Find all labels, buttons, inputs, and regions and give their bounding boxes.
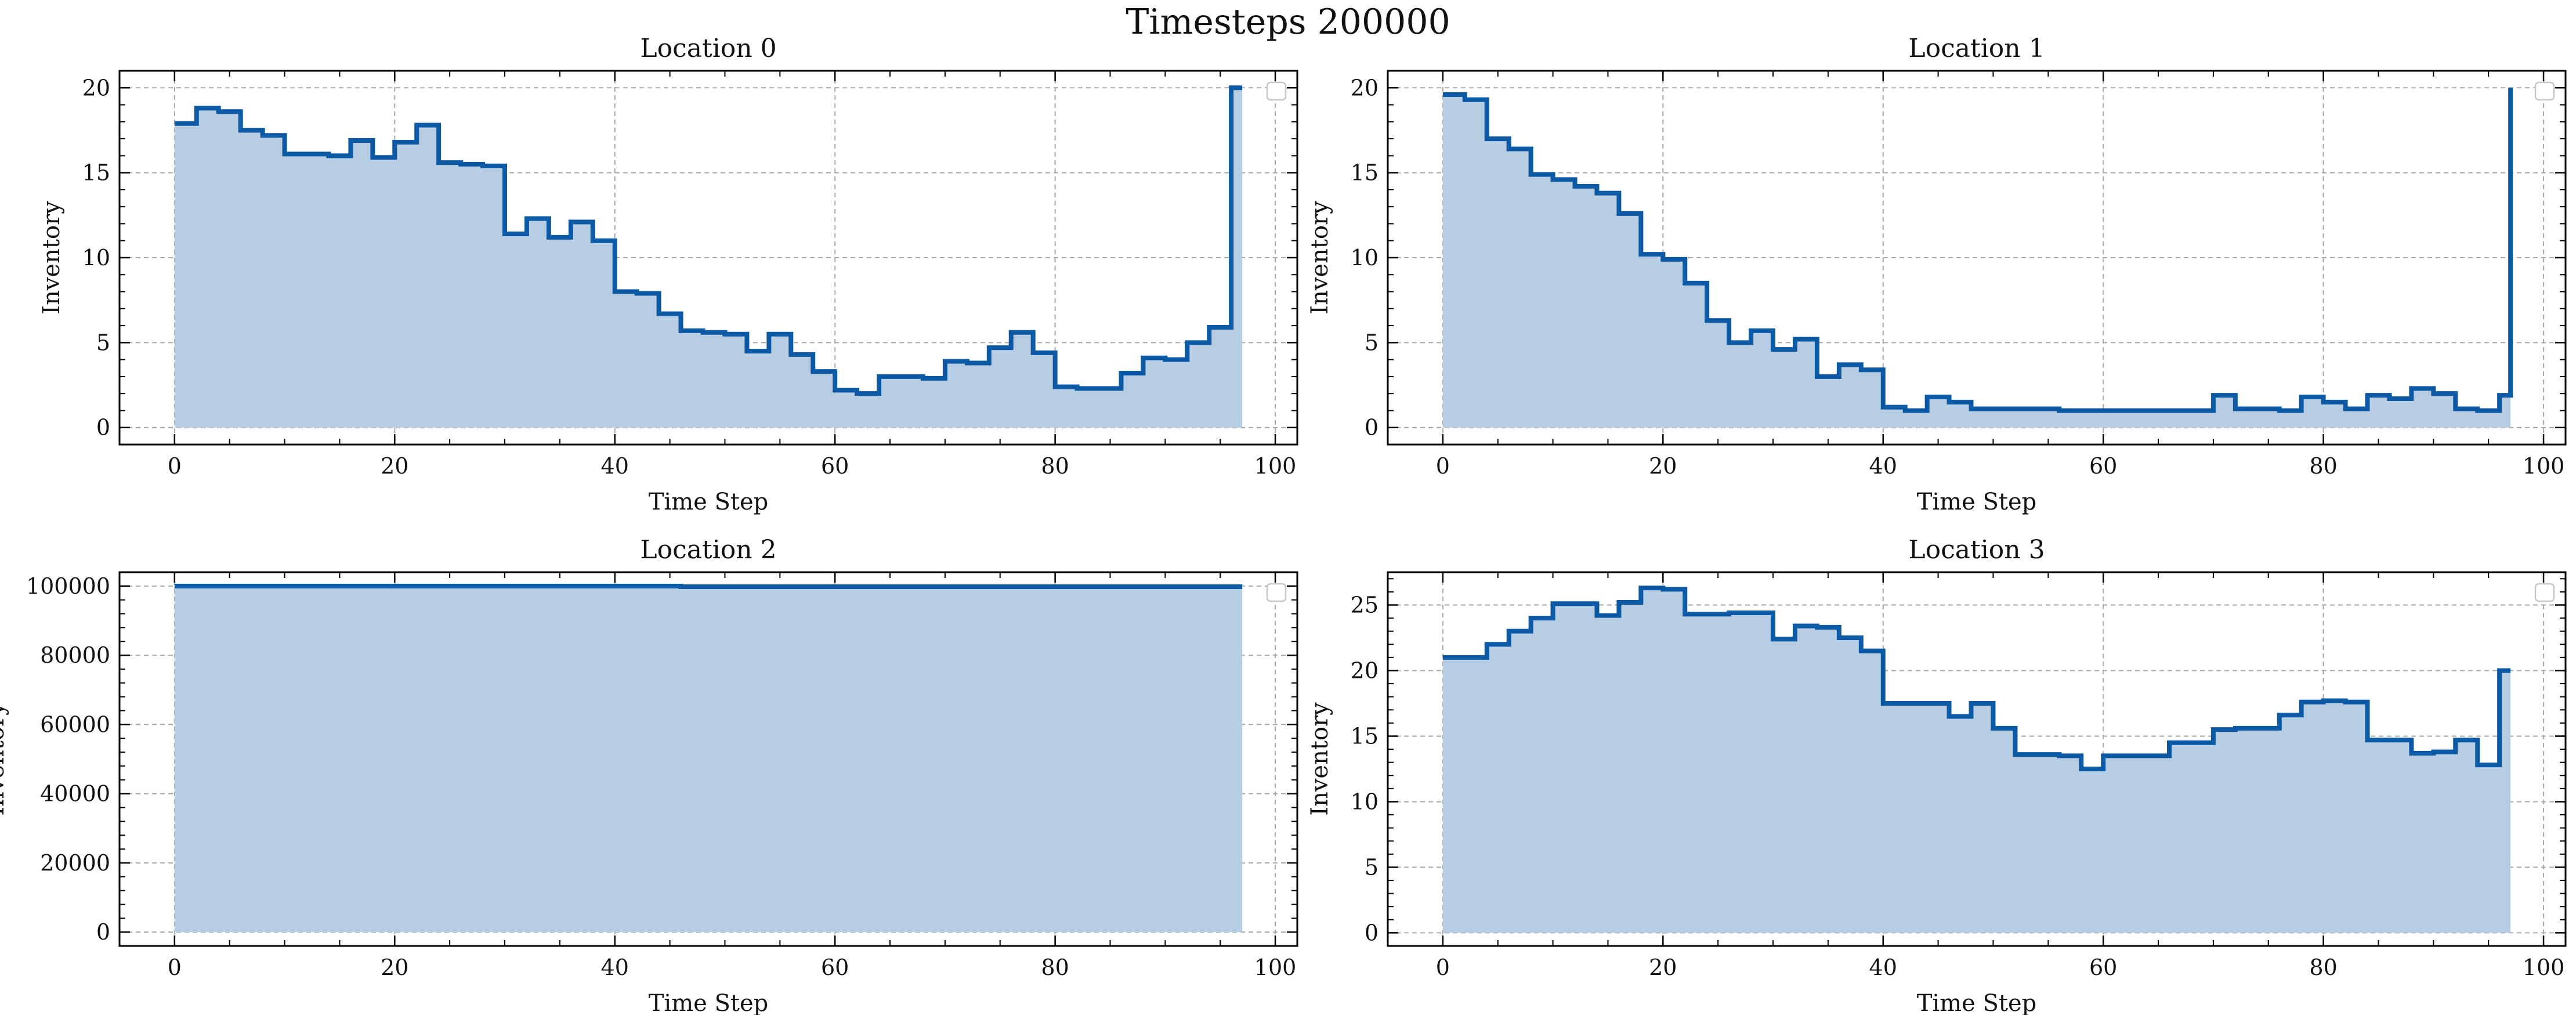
axes-frame (1387, 571, 2567, 947)
x-axis-label: Time Step (1917, 489, 2037, 515)
series-line (1442, 88, 2513, 413)
y-tick-label: 20 (82, 75, 110, 100)
legend-box (1266, 81, 1287, 101)
legend-box (1266, 583, 1287, 602)
chart-panel-2: 0 20 40 60 80 100 0 20000 40000 60000 80000 100000 L… (0, 535, 1298, 1015)
chart-panel-0: 0 20 40 60 80 100 0 5 10 15 20 Location 0 Time Step I… (38, 34, 1298, 515)
x-tick-label: 40 (1869, 453, 1897, 479)
y-tick-label: 15 (1351, 723, 1379, 749)
x-tick-label: 0 (1436, 453, 1450, 479)
y-tick-label: 10 (1351, 245, 1379, 270)
panel-title: Location 0 (640, 34, 776, 63)
x-tick-label: 0 (168, 453, 182, 479)
y-tick-label: 80000 (40, 642, 110, 668)
series-area (174, 586, 1243, 933)
y-axis-label: Inventory (1307, 702, 1333, 816)
x-tick-label: 80 (1041, 955, 1069, 980)
y-axis-label: Inventory (0, 702, 9, 816)
x-tick-label: 20 (1649, 955, 1677, 980)
y-tick-label: 15 (1351, 160, 1379, 186)
x-tick-label: 60 (2089, 955, 2117, 980)
y-tick-label: 5 (1365, 330, 1379, 355)
x-tick-label: 20 (381, 453, 408, 479)
series-line (1442, 586, 2511, 771)
y-axis-label: Inventory (1307, 201, 1333, 315)
y-tick-label: 20000 (40, 850, 110, 876)
legend-box (2534, 81, 2555, 101)
y-axis-label: Inventory (38, 201, 65, 315)
x-tick-label: 60 (2089, 453, 2117, 479)
x-axis-label: Time Step (649, 489, 769, 515)
axes-frame (118, 571, 1298, 947)
y-tick-label: 15 (82, 160, 110, 186)
panel-title: Location 3 (1908, 535, 2045, 565)
x-tick-label: 20 (1649, 453, 1677, 479)
x-tick-label: 40 (601, 453, 629, 479)
figure-suptitle: Timesteps 200000 (1126, 2, 1450, 42)
x-tick-label: 80 (1041, 453, 1069, 479)
y-tick-label: 20 (1351, 658, 1379, 683)
series-area (1442, 88, 2511, 428)
y-tick-label: 0 (96, 919, 110, 945)
y-tick-label: 0 (1365, 920, 1379, 945)
x-tick-label: 40 (601, 955, 629, 980)
y-tick-label: 40000 (40, 781, 110, 807)
x-tick-label: 20 (381, 955, 408, 980)
series-area (1442, 588, 2511, 933)
series-area (174, 88, 1243, 428)
y-tick-label: 25 (1351, 592, 1379, 617)
x-tick-label: 0 (1436, 955, 1450, 980)
y-tick-label: 10 (82, 245, 110, 270)
y-tick-label: 20 (1351, 75, 1379, 100)
series-line (174, 583, 1243, 590)
x-tick-label: 100 (2523, 955, 2565, 980)
x-tick-label: 80 (2309, 453, 2337, 479)
y-tick-label: 0 (1365, 415, 1379, 440)
x-tick-label: 100 (1254, 955, 1297, 980)
y-tick-label: 100000 (26, 573, 110, 599)
chart-panel-3: 0 20 40 60 80 100 0 5 10 15 20 25 Location 3 Time Ste… (1307, 535, 2567, 1015)
series-line (174, 85, 1243, 396)
panel-title: Location 2 (640, 535, 776, 565)
x-axis-label: Time Step (1917, 990, 2037, 1015)
y-tick-label: 60000 (40, 711, 110, 737)
x-tick-label: 60 (821, 955, 849, 980)
x-tick-label: 0 (168, 955, 182, 980)
x-tick-label: 100 (2523, 453, 2565, 479)
y-tick-label: 10 (1351, 789, 1379, 814)
x-tick-label: 60 (821, 453, 849, 479)
panel-title: Location 1 (1908, 34, 2045, 63)
legend-box (2534, 583, 2555, 602)
y-tick-label: 0 (96, 415, 110, 440)
chart-panel-1: 0 20 40 60 80 100 0 5 10 15 20 Location 1 Time Step I… (1307, 34, 2567, 515)
x-axis-label: Time Step (649, 990, 769, 1015)
y-tick-label: 5 (1365, 854, 1379, 880)
x-tick-label: 40 (1869, 955, 1897, 980)
x-tick-label: 100 (1254, 453, 1297, 479)
x-tick-label: 80 (2309, 955, 2337, 980)
y-tick-label: 5 (96, 330, 110, 355)
